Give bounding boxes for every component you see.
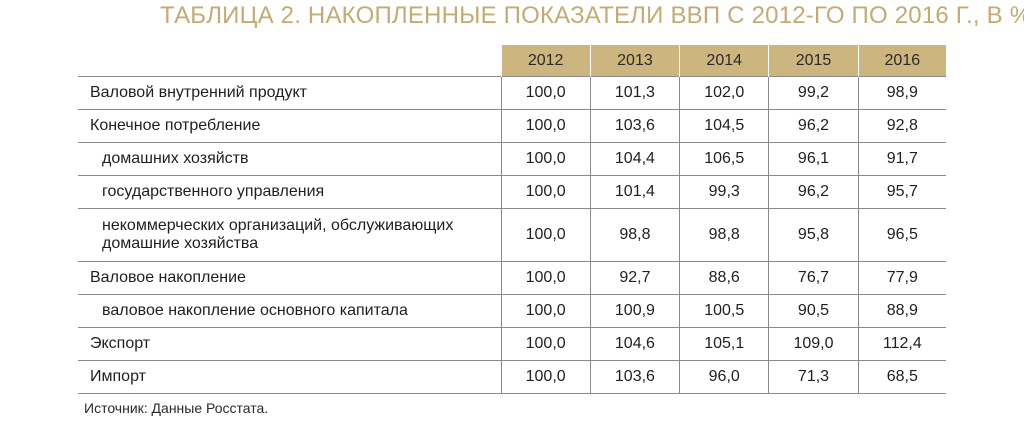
value-cell: 101,4 — [589, 175, 680, 209]
value-cell: 106,5 — [679, 142, 769, 176]
value-cell: 100,5 — [679, 294, 769, 328]
value-cell: 96,2 — [768, 175, 859, 209]
header-blank-cell — [78, 45, 501, 77]
value-cell: 100,0 — [500, 294, 591, 328]
value-cell: 104,4 — [589, 142, 680, 176]
row-label: некоммерческих организаций, обслуживающи… — [78, 208, 502, 262]
row-label: Валовой внутренний продукт — [78, 76, 502, 110]
gdp-table: 2012 2013 2014 2015 2016 Валовой внутрен… — [78, 45, 946, 394]
value-cell: 91,7 — [857, 142, 946, 176]
row-label: Валовое накопление — [78, 261, 502, 295]
value-cell: 109,0 — [768, 327, 859, 361]
source-note: Источник: Данные Росстата. — [84, 400, 269, 416]
value-cell: 90,5 — [768, 294, 859, 328]
value-cell: 92,8 — [857, 109, 946, 143]
value-cell: 96,0 — [679, 360, 769, 394]
row-label: Конечное потребление — [78, 109, 502, 143]
value-cell: 101,3 — [589, 76, 680, 110]
value-cell: 100,0 — [500, 261, 591, 295]
year-header: 2014 — [679, 45, 769, 77]
table-row: государственного управления 100,0 101,4 … — [78, 175, 946, 209]
year-header: 2012 — [500, 45, 591, 77]
row-label: Экспорт — [78, 327, 502, 361]
value-cell: 112,4 — [857, 327, 946, 361]
row-label: государственного управления — [78, 175, 502, 209]
value-cell: 96,1 — [768, 142, 859, 176]
table-row: Экспорт 100,0 104,6 105,1 109,0 112,4 — [78, 327, 946, 361]
value-cell: 103,6 — [589, 360, 680, 394]
row-label: Импорт — [78, 360, 502, 394]
value-cell: 100,0 — [500, 360, 591, 394]
value-cell: 88,9 — [857, 294, 946, 328]
value-cell: 99,3 — [679, 175, 769, 209]
table-row: домашних хозяйств 100,0 104,4 106,5 96,1… — [78, 142, 946, 176]
value-cell: 92,7 — [589, 261, 680, 295]
value-cell: 95,7 — [857, 175, 946, 209]
value-cell: 100,0 — [500, 142, 591, 176]
value-cell: 104,6 — [589, 327, 680, 361]
value-cell: 100,0 — [500, 76, 591, 110]
value-cell: 100,0 — [500, 327, 591, 361]
row-label: домашних хозяйств — [78, 142, 502, 176]
value-cell: 104,5 — [679, 109, 769, 143]
value-cell: 77,9 — [857, 261, 946, 295]
value-cell: 96,2 — [768, 109, 859, 143]
value-cell: 88,6 — [679, 261, 769, 295]
table-row: Конечное потребление 100,0 103,6 104,5 9… — [78, 109, 946, 143]
table-row: валовое накопление основного капитала 10… — [78, 294, 946, 328]
value-cell: 71,3 — [768, 360, 859, 394]
header-row: 2012 2013 2014 2015 2016 — [78, 45, 946, 77]
value-cell: 103,6 — [589, 109, 680, 143]
value-cell: 100,0 — [500, 208, 591, 262]
table-row: Валовое накопление 100,0 92,7 88,6 76,7 … — [78, 261, 946, 295]
year-header: 2016 — [857, 45, 946, 77]
value-cell: 102,0 — [679, 76, 769, 110]
table-row: Валовой внутренний продукт 100,0 101,3 1… — [78, 76, 946, 110]
value-cell: 98,8 — [589, 208, 680, 262]
value-cell: 98,8 — [679, 208, 769, 262]
value-cell: 76,7 — [768, 261, 859, 295]
value-cell: 96,5 — [857, 208, 946, 262]
table-row: Импорт 100,0 103,6 96,0 71,3 68,5 — [78, 360, 946, 394]
row-label: валовое накопление основного капитала — [78, 294, 502, 328]
year-header: 2015 — [768, 45, 859, 77]
value-cell: 99,2 — [768, 76, 859, 110]
value-cell: 100,0 — [500, 175, 591, 209]
value-cell: 95,8 — [768, 208, 859, 262]
value-cell: 98,9 — [857, 76, 946, 110]
table-title: ТАБЛИЦА 2. НАКОПЛЕННЫЕ ПОКАЗАТЕЛИ ВВП С … — [160, 2, 1024, 29]
year-header: 2013 — [589, 45, 680, 77]
table-row: некоммерческих организаций, обслуживающи… — [78, 208, 946, 262]
value-cell: 100,9 — [589, 294, 680, 328]
value-cell: 100,0 — [500, 109, 591, 143]
value-cell: 105,1 — [679, 327, 769, 361]
value-cell: 68,5 — [857, 360, 946, 394]
